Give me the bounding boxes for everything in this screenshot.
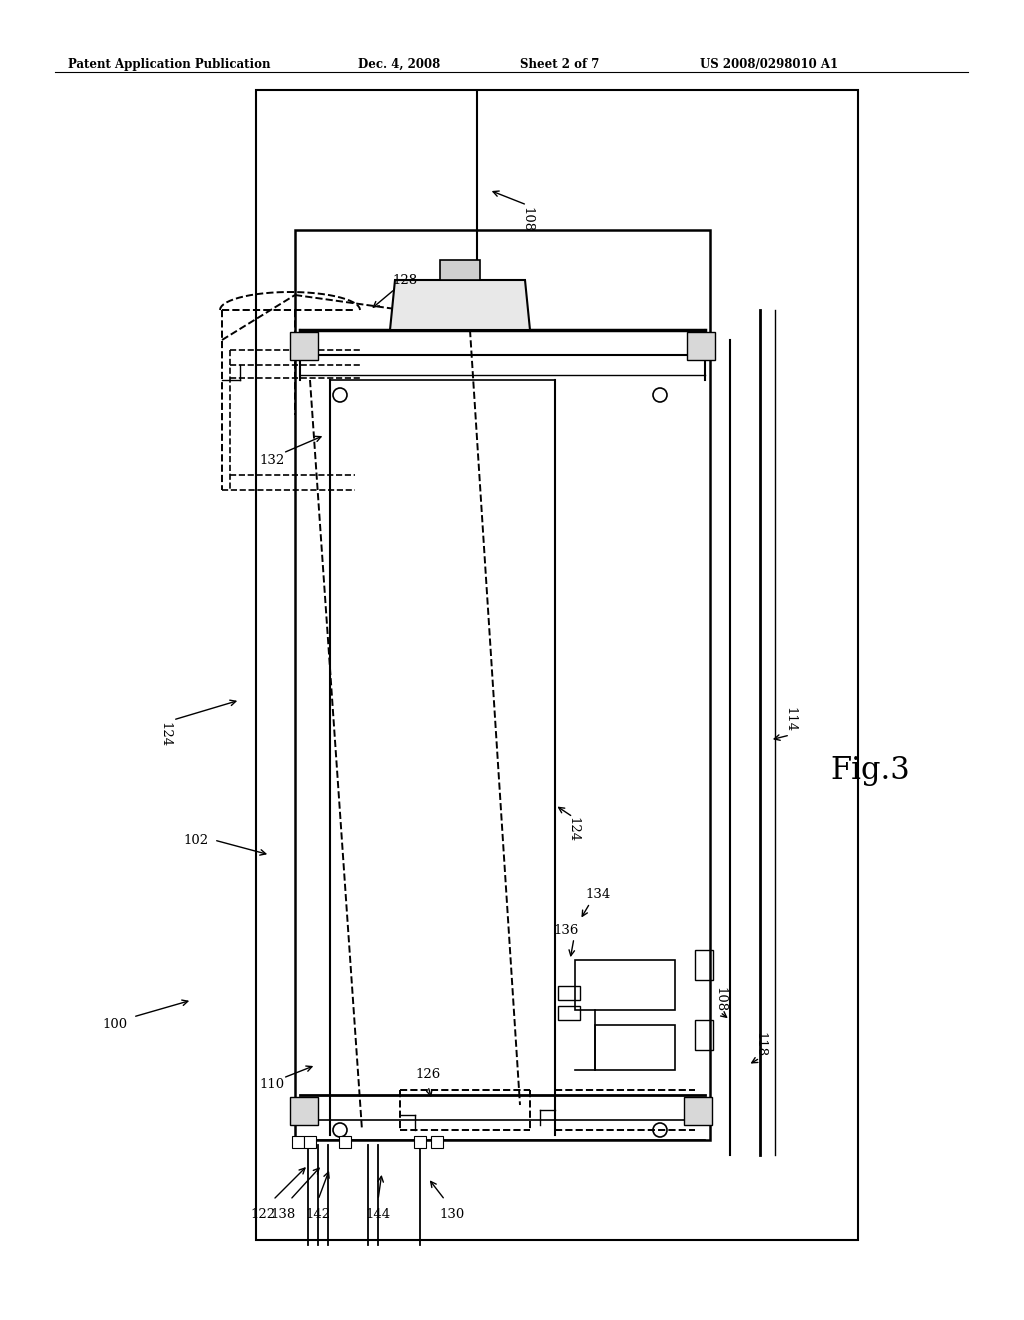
Text: Patent Application Publication: Patent Application Publication — [68, 58, 270, 71]
Bar — [575, 960, 675, 1010]
Text: 100: 100 — [102, 1019, 128, 1031]
Text: 144: 144 — [366, 1209, 390, 1221]
Text: 108: 108 — [714, 987, 726, 1012]
Text: Sheet 2 of 7: Sheet 2 of 7 — [520, 58, 599, 71]
Bar — [695, 1020, 713, 1049]
Bar — [292, 1137, 304, 1148]
Text: Fig.3: Fig.3 — [830, 755, 910, 785]
Text: 128: 128 — [392, 273, 418, 286]
Bar — [684, 1097, 712, 1125]
Text: Dec. 4, 2008: Dec. 4, 2008 — [358, 58, 440, 71]
Bar — [304, 1137, 316, 1148]
Bar — [558, 986, 580, 1001]
Bar — [339, 1137, 351, 1148]
Text: 124: 124 — [159, 722, 171, 747]
Text: 142: 142 — [305, 1209, 331, 1221]
Text: 122: 122 — [251, 1209, 275, 1221]
Bar — [290, 1097, 318, 1125]
Text: 110: 110 — [259, 1078, 285, 1092]
Text: 132: 132 — [259, 454, 285, 466]
Bar — [558, 1006, 580, 1020]
Bar — [256, 90, 858, 1239]
Text: US 2008/0298010 A1: US 2008/0298010 A1 — [700, 58, 838, 71]
Bar — [431, 1137, 443, 1148]
Text: 136: 136 — [553, 924, 579, 936]
Text: 102: 102 — [183, 833, 209, 846]
Text: 118: 118 — [754, 1032, 767, 1057]
Text: 126: 126 — [416, 1068, 440, 1081]
Bar — [440, 260, 480, 280]
Bar — [687, 333, 715, 360]
Text: 114: 114 — [783, 708, 797, 733]
Text: 134: 134 — [586, 888, 610, 902]
Bar — [414, 1137, 426, 1148]
Text: 124: 124 — [566, 817, 580, 842]
Bar — [695, 950, 713, 979]
Text: 130: 130 — [439, 1209, 465, 1221]
Text: 138: 138 — [270, 1209, 296, 1221]
Text: 108: 108 — [520, 207, 534, 232]
Bar — [290, 333, 318, 360]
Polygon shape — [390, 280, 530, 330]
Bar — [595, 1026, 675, 1071]
Bar — [295, 230, 710, 1140]
